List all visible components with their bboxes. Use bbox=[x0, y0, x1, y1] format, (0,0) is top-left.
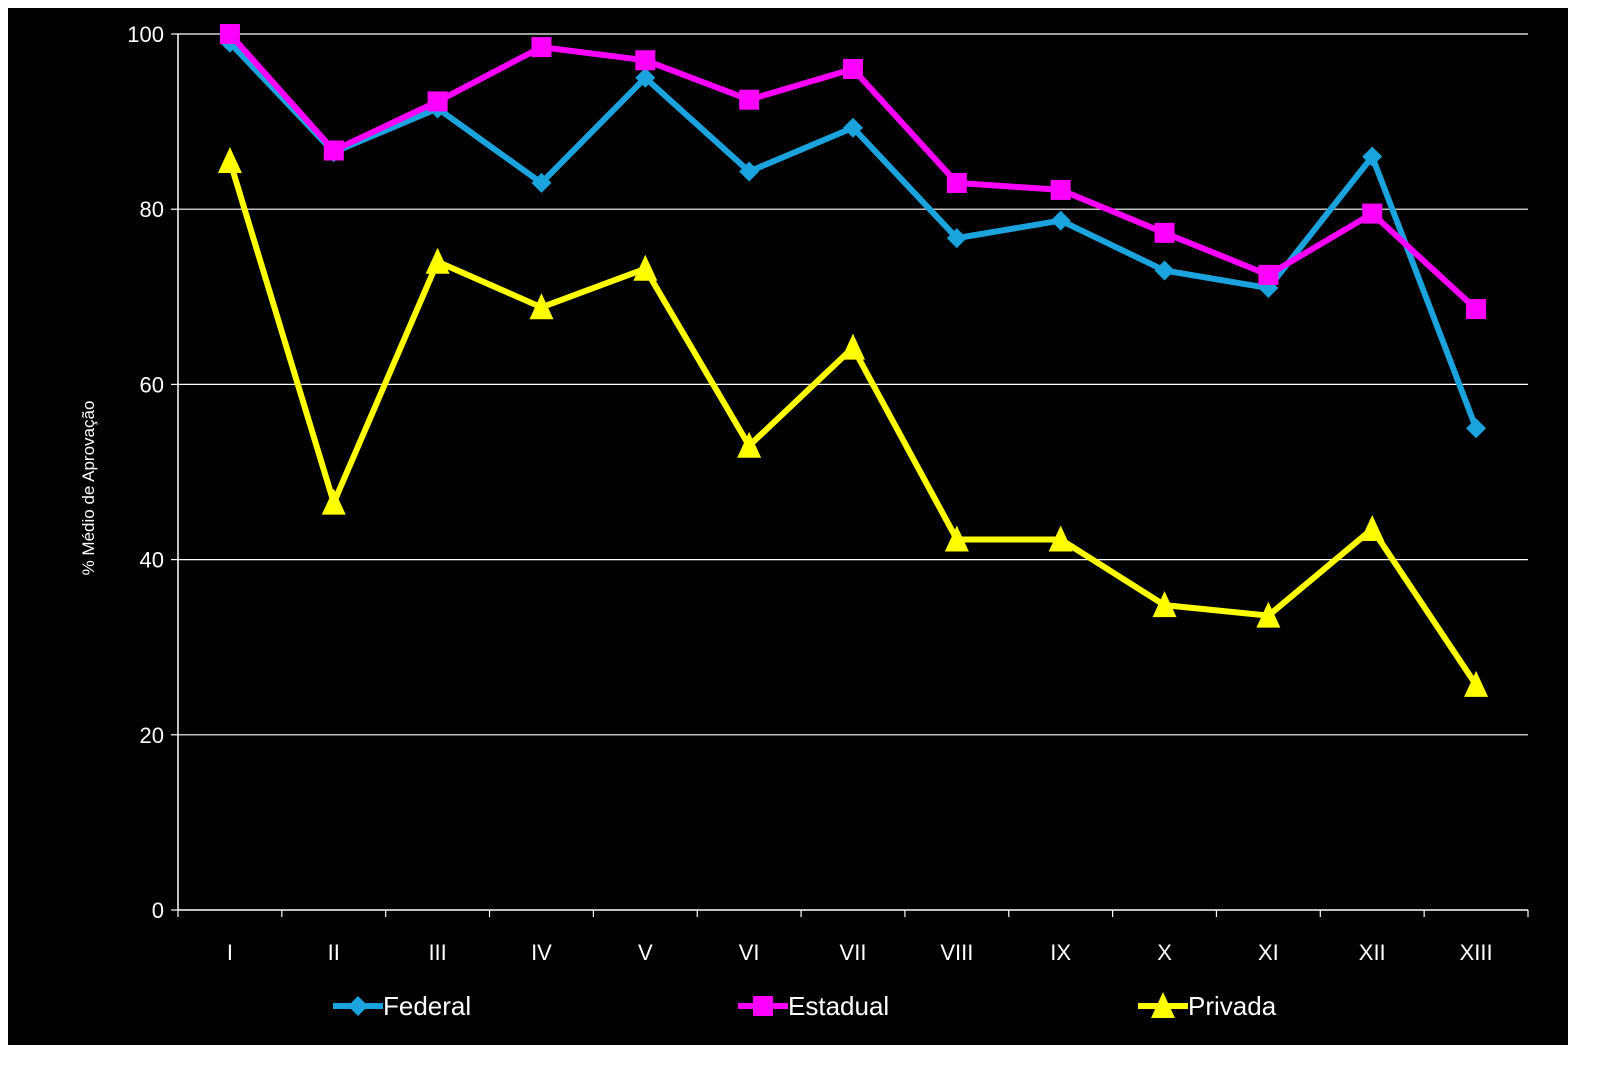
x-tick-label: I bbox=[227, 940, 233, 965]
data-point bbox=[841, 333, 865, 360]
x-tick-label: II bbox=[328, 940, 340, 965]
series-federal bbox=[219, 32, 1487, 439]
data-point bbox=[1050, 179, 1071, 200]
data-point bbox=[633, 254, 658, 281]
y-tick-labels: 0 20 40 60 80 100 bbox=[127, 22, 164, 923]
x-tick-label: XII bbox=[1359, 940, 1386, 965]
data-point bbox=[946, 172, 967, 193]
data-point bbox=[1466, 299, 1487, 320]
legend: Federal Estadual Privada bbox=[333, 991, 1277, 1021]
data-point bbox=[739, 89, 760, 110]
data-point bbox=[1154, 222, 1175, 243]
data-point bbox=[1464, 670, 1489, 697]
data-point bbox=[531, 37, 552, 58]
data-point bbox=[944, 525, 969, 552]
series-estadual bbox=[219, 24, 1487, 320]
chart-area: 0 20 40 60 80 100 I II III IV V VI VII VIII IX X XI XII X… bbox=[8, 8, 1568, 1045]
data-point bbox=[635, 67, 656, 88]
y-tick-label: 60 bbox=[140, 372, 164, 397]
y-tick-label: 80 bbox=[140, 197, 164, 222]
data-point bbox=[946, 228, 967, 249]
data-point bbox=[1466, 418, 1487, 439]
series-privada bbox=[217, 147, 1489, 697]
data-point bbox=[1050, 210, 1071, 231]
legend-item: Privada bbox=[1138, 991, 1277, 1021]
gridlines bbox=[178, 33, 1528, 736]
data-point bbox=[843, 117, 863, 138]
legend-label: Estadual bbox=[788, 991, 889, 1021]
data-point bbox=[321, 488, 346, 515]
data-point bbox=[1362, 146, 1383, 167]
y-tick-label: 0 bbox=[152, 898, 164, 923]
y-tick-label: 40 bbox=[140, 548, 164, 573]
series-line bbox=[227, 40, 1479, 430]
x-tick-label: VIII bbox=[940, 940, 973, 965]
x-tick-label: XI bbox=[1258, 940, 1279, 965]
legend-label: Privada bbox=[1188, 991, 1277, 1021]
series-line bbox=[227, 160, 1479, 687]
data-point bbox=[737, 431, 762, 458]
data-point bbox=[219, 24, 240, 44]
data-point bbox=[531, 172, 552, 193]
y-axis-title: % Médio de Aprovação bbox=[79, 401, 98, 576]
legend-item: Estadual bbox=[738, 991, 889, 1021]
x-tick-label: III bbox=[428, 940, 446, 965]
data-point bbox=[217, 147, 242, 174]
legend-swatch-marker bbox=[753, 996, 773, 1016]
data-point bbox=[529, 293, 554, 320]
data-point bbox=[1048, 525, 1073, 552]
axes bbox=[171, 33, 1529, 917]
data-point bbox=[635, 50, 656, 71]
y-tick-label: 20 bbox=[140, 723, 164, 748]
x-tick-label: XIII bbox=[1460, 940, 1493, 965]
x-tick-label: IV bbox=[531, 940, 552, 965]
data-point bbox=[843, 59, 863, 80]
data-point bbox=[1154, 260, 1175, 281]
data-point bbox=[739, 161, 760, 182]
data-point bbox=[1362, 203, 1383, 224]
data-point bbox=[323, 140, 344, 161]
data-point bbox=[425, 247, 450, 274]
legend-swatch-marker bbox=[1151, 992, 1175, 1018]
legend-label: Federal bbox=[383, 991, 471, 1021]
data-point bbox=[1258, 264, 1279, 285]
x-tick-labels: I II III IV V VI VII VIII IX X XI XII XIII bbox=[227, 940, 1493, 965]
x-tick-label: X bbox=[1157, 940, 1172, 965]
x-tick-label: VII bbox=[840, 940, 867, 965]
x-tick-label: IX bbox=[1050, 940, 1071, 965]
data-point bbox=[1360, 514, 1385, 541]
data-point bbox=[427, 91, 448, 112]
y-tick-label: 100 bbox=[127, 22, 164, 47]
data-point bbox=[1152, 591, 1177, 618]
data-point bbox=[1256, 601, 1281, 628]
x-tick-label: V bbox=[638, 940, 653, 965]
series bbox=[217, 24, 1489, 697]
legend-swatch-marker bbox=[348, 996, 368, 1016]
legend-item: Federal bbox=[333, 991, 471, 1021]
x-tick-label: VI bbox=[739, 940, 760, 965]
